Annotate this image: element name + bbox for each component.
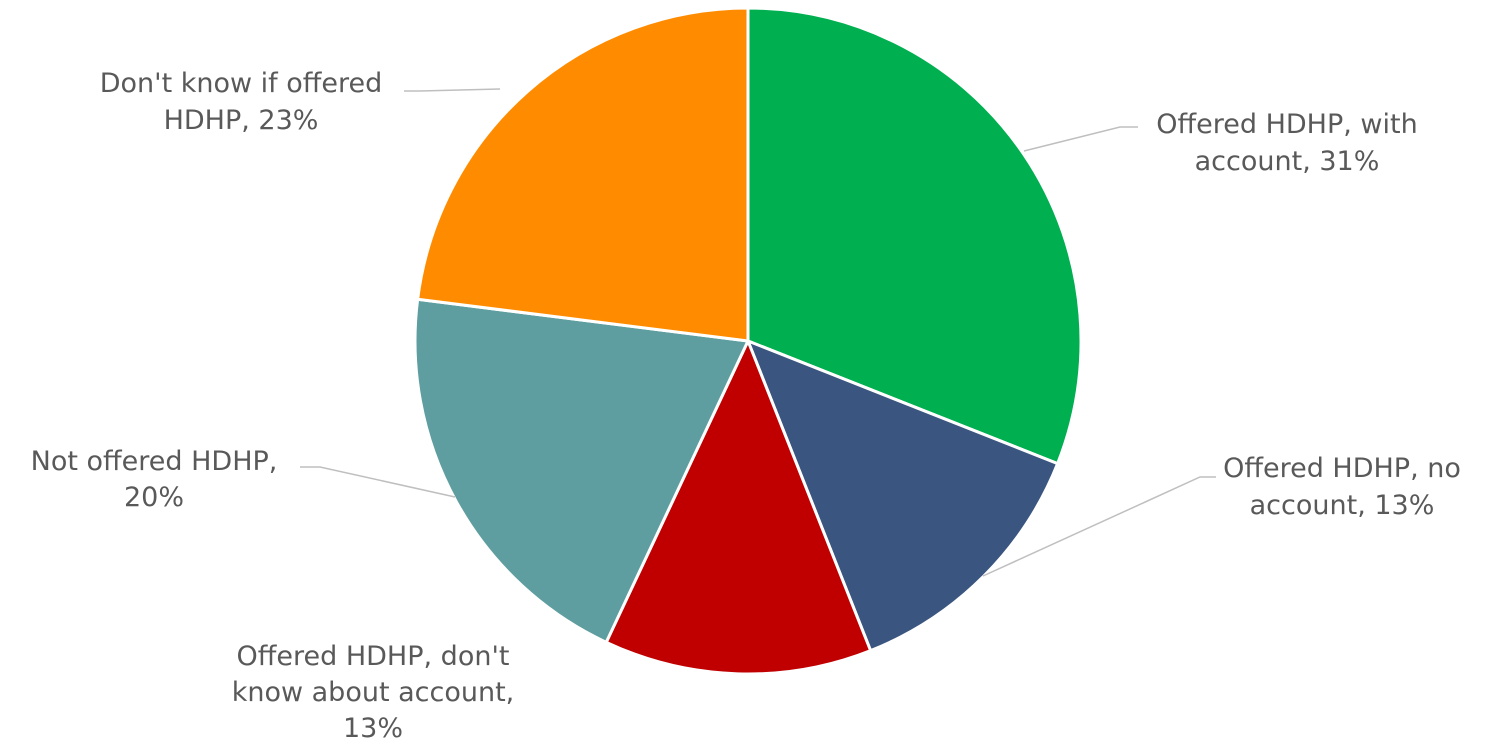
data-label-line: HDHP, 23%: [164, 105, 319, 136]
data-label-line: account, 31%: [1195, 146, 1380, 177]
data-label-line: Don't know if offered: [100, 68, 383, 99]
leader-line-1: [1023, 126, 1138, 152]
data-label-3: Offered HDHP, don't know about account, 13…: [232, 641, 515, 744]
pie-slice-4: [413, 297, 750, 644]
pie-slice-3: [604, 339, 873, 676]
data-label-5: Don't know if offered HDHP, 23%: [100, 68, 383, 136]
leader-lines: [300, 88, 1216, 577]
pie-slices: [413, 6, 1083, 676]
pie-slice-5: [416, 6, 750, 343]
leader-line-4: [300, 466, 456, 498]
data-label-line: know about account,: [232, 677, 515, 708]
data-label-line: Offered HDHP, no: [1223, 453, 1461, 484]
data-label-line: 13%: [343, 713, 403, 744]
data-label-line: account, 13%: [1250, 490, 1435, 521]
data-labels: Offered HDHP, with account, 31%Offered HD…: [31, 68, 1461, 744]
data-label-line: Offered HDHP, with: [1156, 109, 1417, 140]
data-label-1: Offered HDHP, with account, 31%: [1156, 109, 1417, 177]
leader-line-5: [404, 88, 501, 92]
data-label-line: Offered HDHP, don't: [237, 641, 510, 672]
data-label-4: Not offered HDHP, 20%: [31, 446, 278, 513]
leader-line-2: [982, 476, 1216, 577]
data-label-line: Not offered HDHP,: [31, 446, 278, 477]
data-label-line: 20%: [124, 482, 184, 513]
data-label-2: Offered HDHP, no account, 13%: [1223, 453, 1461, 521]
pie-slice-1: [746, 6, 1083, 466]
